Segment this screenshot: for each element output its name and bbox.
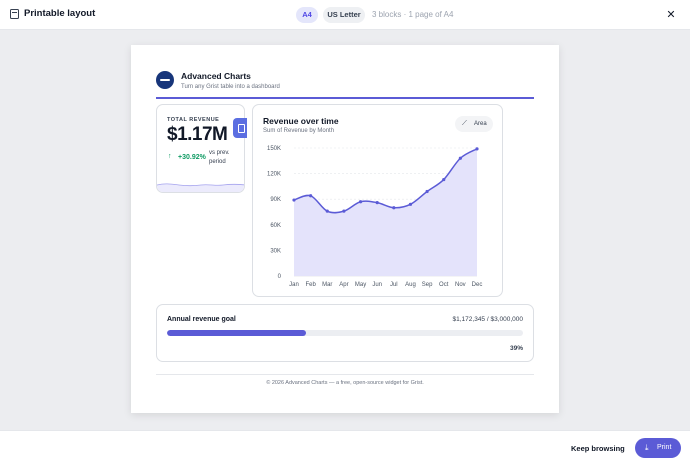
y-tick-label: 30K [270, 248, 281, 254]
x-tick-label: Sep [422, 282, 433, 288]
goal-amount: $1,172,345 / $3,000,000 [452, 316, 523, 323]
x-tick-label: Jan [289, 282, 299, 288]
page-size-us-letter-button[interactable]: US Letter [323, 7, 365, 23]
chart-subtitle: Sum of Revenue by Month [263, 128, 335, 134]
kpi-sparkline [157, 183, 244, 192]
goal-progress-track [167, 330, 523, 336]
chart-type-label: Area [474, 121, 487, 127]
x-tick-label: Jun [372, 282, 382, 288]
chart-card: 0 30K 60K 90K 120K 150K Jan Feb Mar Apr May Jun Jul A… [252, 104, 503, 297]
data-point [309, 194, 313, 198]
chart-title: Revenue over time [263, 116, 339, 126]
x-tick-label: Jul [390, 282, 398, 288]
edit-block-icon[interactable] [233, 118, 247, 138]
download-icon: ⤓ [645, 443, 649, 452]
print-preview-page: Advanced Charts Turn any Grist table int… [131, 45, 559, 413]
close-icon[interactable]: ✕ [666, 9, 676, 21]
kpi-value: $1.17M [167, 124, 228, 145]
action-bar: Keep browsing ⤓ Print [0, 430, 690, 463]
x-tick-label: Dec [472, 282, 483, 288]
print-label: Print [657, 444, 672, 451]
arrow-up-icon: ↑ [168, 153, 172, 160]
kpi-change: +30.92% [178, 154, 206, 161]
goal-title: Annual revenue goal [167, 316, 236, 323]
kpi-card: TOTAL REVENUE $1.17M ↑ +30.92% vs prev. … [156, 104, 245, 193]
page-size-a4-button[interactable]: A4 [296, 7, 318, 23]
print-button[interactable]: ⤓ Print [635, 438, 681, 458]
y-tick-label: 120K [267, 172, 281, 178]
data-point [325, 209, 329, 213]
x-tick-label: Oct [439, 282, 449, 288]
data-point [358, 200, 363, 204]
x-tick-label: Mar [322, 282, 332, 288]
series-line [293, 148, 478, 214]
y-tick-label: 150K [267, 146, 281, 152]
goal-progress-fill [167, 330, 306, 336]
y-tick-label: 0 [278, 274, 282, 280]
x-tick-label: Apr [339, 282, 348, 288]
footer-divider [156, 374, 534, 375]
data-point [375, 201, 379, 205]
y-tick-label: 60K [270, 223, 281, 229]
x-tick-label: Feb [305, 282, 316, 288]
header-divider [156, 97, 534, 99]
trend-icon: ⟋ [462, 120, 467, 127]
kpi-period: vs prev. period [209, 150, 230, 165]
data-point [392, 206, 396, 210]
goal-card: Annual revenue goal $1,172,345 / $3,000,… [156, 304, 534, 362]
layout-icon [10, 9, 19, 19]
x-tick-label: Nov [455, 282, 466, 288]
data-point [475, 147, 479, 151]
kpi-label: TOTAL REVENUE [167, 117, 220, 123]
data-point [425, 189, 429, 194]
page-title: Printable layout [24, 8, 96, 19]
header-bar: Printable layout A4 US Letter 3 blocks ·… [0, 0, 690, 30]
data-point [442, 177, 446, 182]
brand-logo [156, 71, 174, 89]
data-point [292, 198, 296, 202]
brand-name: Advanced Charts [181, 71, 251, 81]
data-point [408, 202, 413, 206]
page-footer: © 2026 Advanced Charts — a free, open-so… [266, 380, 424, 386]
brand-tagline: Turn any Grist table into a dashboard [181, 84, 280, 90]
keep-browsing-button[interactable]: Keep browsing [571, 444, 625, 453]
y-tick-label: 90K [270, 197, 281, 203]
x-tick-label: May [355, 282, 366, 288]
revenue-chart: 0 30K 60K 90K 120K 150K Jan Feb Mar Apr May Jun Jul A… [267, 146, 483, 288]
goal-percent: 39% [509, 345, 523, 352]
chart-type-toggle[interactable]: ⟋ Area [455, 116, 493, 132]
area-fill [294, 148, 477, 276]
data-point [342, 209, 346, 213]
layout-summary: 3 blocks · 1 page of A4 [372, 9, 454, 19]
data-point [458, 156, 462, 160]
x-tick-label: Aug [405, 282, 416, 288]
